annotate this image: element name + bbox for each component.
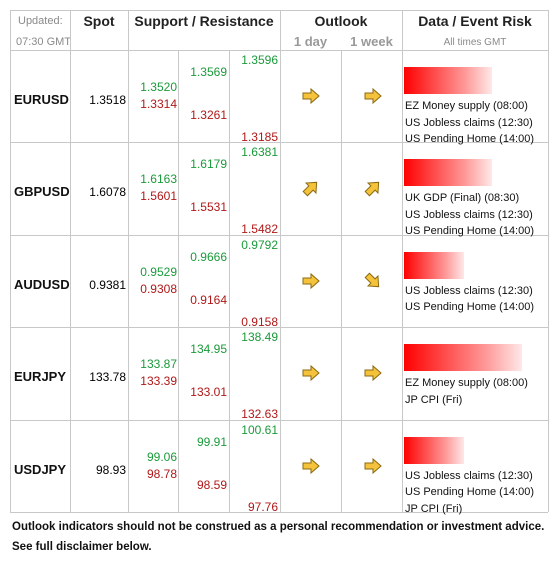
resistance: 133.87 [140, 357, 177, 372]
support: 1.3261 [190, 108, 227, 122]
event: JP CPI (Fri) [405, 393, 463, 406]
times-note: All times GMT [443, 37, 507, 48]
outlook-arrow [364, 365, 382, 382]
column-line [128, 10, 129, 512]
spot: 1.3518 [89, 93, 126, 107]
event: EZ Money supply (08:00) [405, 377, 528, 390]
outlook-arrow [302, 457, 320, 474]
event: US Jobless claims (12:30) [405, 116, 533, 129]
outlook-arrow [302, 87, 320, 105]
column-line [70, 10, 71, 512]
resistance: 1.3520 [140, 80, 177, 94]
footer-line: See full disclaimer below. [12, 541, 152, 553]
pair: AUDUSD [14, 276, 70, 292]
outlook-arrow [364, 272, 380, 287]
resistance: 0.9792 [241, 237, 278, 252]
resistance: 100.61 [241, 422, 278, 437]
resistance: 1.6179 [190, 157, 227, 172]
spot: 0.9381 [89, 277, 126, 292]
resistance: 138.49 [241, 330, 278, 345]
spot: 133.78 [89, 370, 126, 385]
resistance: 1.6163 [140, 172, 177, 187]
outlook-arrow [302, 365, 320, 382]
resistance: 1.6381 [241, 145, 278, 160]
support: 133.39 [140, 374, 177, 389]
pair: EURJPY [14, 369, 67, 385]
row-line [10, 50, 548, 51]
column-line [280, 10, 281, 512]
row-line [10, 327, 548, 328]
event: US Pending Home (14:00) [405, 486, 535, 499]
outlook-arrow [364, 182, 380, 197]
week-header: 1 week [350, 34, 393, 49]
event: US Pending Home (14:00) [405, 133, 535, 145]
pair: EURUSD [14, 92, 69, 107]
event: US Pending Home (14:00) [405, 301, 535, 314]
event-risk-bar [404, 436, 464, 464]
border [10, 10, 11, 512]
event: US Jobless claims (12:30) [405, 208, 533, 221]
support: 132.63 [241, 407, 278, 422]
outlook-arrow [364, 87, 382, 105]
outlook-header: Outlook [314, 13, 368, 29]
support: 1.3185 [241, 130, 278, 144]
outlook-arrow [302, 272, 320, 289]
resistance: 1.3596 [241, 53, 278, 67]
support: 98.78 [146, 466, 177, 481]
support: 133.01 [190, 385, 227, 400]
border [10, 10, 548, 11]
event: EZ Money supply (08:00) [405, 100, 528, 112]
resistance: 99.06 [146, 449, 177, 464]
pair: USDJPY [14, 461, 67, 477]
event-header: Data / Event Risk [418, 13, 532, 29]
event-risk-bar [404, 67, 492, 94]
event-risk-bar [404, 159, 492, 187]
column-line [341, 50, 342, 512]
resistance: 0.9666 [190, 249, 227, 264]
event: US Jobless claims (12:30) [405, 469, 533, 482]
row-line [10, 512, 548, 513]
row-line [10, 142, 548, 143]
column-line [402, 10, 403, 512]
event: UK GDP (Final) (08:30) [405, 192, 520, 205]
spot-header: Spot [83, 13, 115, 29]
support: 1.3314 [140, 97, 177, 111]
event-risk-bar [404, 344, 522, 372]
border [548, 10, 549, 512]
support: 97.76 [247, 499, 278, 514]
resistance: 0.9529 [140, 264, 177, 279]
support: 1.5531 [190, 200, 227, 215]
support: 1.5601 [140, 189, 177, 204]
resistance: 99.91 [196, 434, 227, 449]
updated-time: 07:30 GMT [16, 36, 72, 48]
event: JP CPI (Fri) [405, 502, 463, 515]
outlook-arrow [364, 457, 382, 474]
pair: GBPUSD [14, 184, 70, 200]
resistance: 1.3569 [190, 65, 227, 79]
support: 0.9158 [241, 314, 278, 329]
support: 0.9164 [190, 292, 227, 307]
event-risk-bar [404, 251, 464, 279]
resistance: 134.95 [190, 342, 227, 357]
support: 0.9308 [140, 281, 177, 296]
outlook-arrow [302, 182, 318, 197]
day-header: 1 day [293, 34, 328, 49]
support: 98.59 [196, 477, 227, 492]
footer-line: Outlook indicators should not be constru… [12, 521, 545, 533]
spot: 1.6078 [89, 185, 126, 200]
row-line [10, 235, 548, 236]
updated-label: Updated: [18, 15, 63, 27]
column-line [229, 50, 230, 512]
event: US Jobless claims (12:30) [405, 284, 533, 297]
support: 1.5482 [241, 222, 278, 237]
spot: 98.93 [95, 462, 126, 477]
sr-header: Support / Resistance [134, 13, 274, 29]
row-line [10, 420, 548, 421]
column-line [178, 50, 179, 512]
event: US Pending Home (14:00) [405, 225, 535, 238]
